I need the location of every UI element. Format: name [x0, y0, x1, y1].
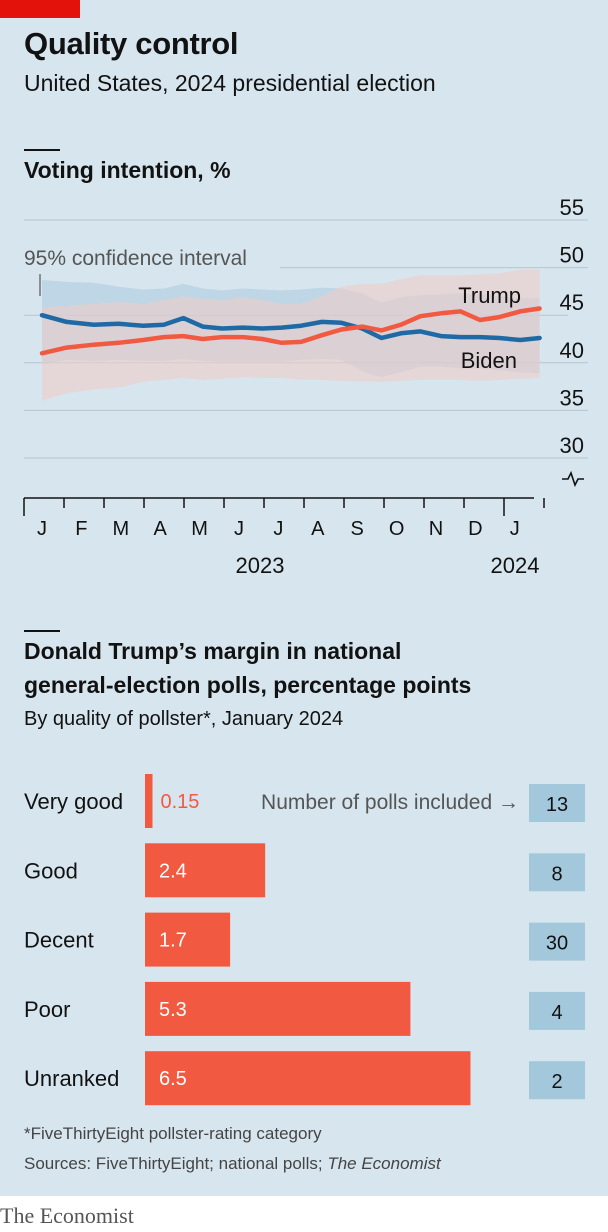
series-label-trump: Trump — [458, 283, 521, 308]
category-label: Unranked — [24, 1066, 119, 1091]
polls-count-box — [529, 1061, 585, 1100]
bar-chart-subtitle: By quality of pollster*, January 2024 — [24, 708, 344, 730]
bar — [145, 912, 231, 967]
section-rule — [24, 630, 60, 632]
sources-italic: The Economist — [327, 1154, 441, 1173]
x-tick-label: M — [112, 518, 129, 540]
polls-count-box — [529, 922, 585, 961]
bar — [145, 774, 153, 828]
polls-included-header: Number of polls included → — [261, 791, 519, 814]
y-tick-label: 45 — [560, 290, 584, 315]
bar — [145, 843, 266, 898]
x-tick-label: D — [468, 518, 482, 540]
brand-red-tab — [0, 0, 80, 18]
x-tick-label: F — [75, 518, 87, 540]
year-label: 2023 — [236, 553, 285, 578]
bar — [145, 1051, 471, 1106]
bar-chart-title-line-1: Donald Trump’s margin in national — [24, 638, 402, 664]
category-label: Very good — [24, 789, 123, 814]
y-tick-label: 30 — [560, 433, 584, 458]
polls-count-box — [529, 784, 585, 822]
x-tick-label: J — [273, 518, 283, 540]
polls-count-value: 30 — [546, 933, 568, 955]
polls-count-value: 2 — [551, 1071, 562, 1093]
y-tick-label: 55 — [560, 195, 584, 220]
x-tick-label: O — [389, 518, 405, 540]
polls-count-value: 8 — [551, 863, 562, 885]
confidence-interval-annotation: 95% confidence interval — [24, 247, 247, 270]
x-tick-label: J — [37, 518, 47, 540]
biden-line — [39, 312, 542, 343]
polls-count-value: 4 — [551, 1002, 562, 1024]
section-rule — [24, 149, 60, 151]
voting-intention-chart: 55 50 45 40 35 30 95% confidence interval Trump… — [22, 195, 588, 578]
chart-card: Quality control United States, 2024 pres… — [0, 0, 608, 1196]
trump-confidence-band — [42, 269, 540, 401]
x-tick-label: J — [234, 518, 244, 540]
axis-break-icon — [562, 470, 584, 488]
x-tick-label: M — [191, 518, 208, 540]
x-tick-label: J — [510, 518, 520, 540]
chart-title: Quality control — [24, 26, 239, 61]
pollster-margin-chart: Very good 0.15 13 Good 2.4 8 Decent 1.7 30 Poor 5.… — [24, 774, 585, 1106]
trump-line — [39, 306, 542, 356]
footnote: *FiveThirtyEight pollster-rating categor… — [24, 1124, 322, 1143]
line-chart-title: Voting intention, % — [24, 157, 231, 183]
bar — [145, 981, 411, 1036]
x-tick-label: S — [351, 518, 364, 540]
y-tick-label: 35 — [560, 385, 584, 410]
chart-subtitle: United States, 2024 presidential electio… — [24, 70, 436, 96]
year-label: 2024 — [491, 553, 540, 578]
bar-value-label: 5.3 — [159, 999, 187, 1021]
category-label: Poor — [24, 997, 70, 1022]
polls-count-box — [529, 991, 585, 1030]
bar-value-label: 1.7 — [159, 930, 187, 952]
bar-chart-title-line-2: general-election polls, percentage point… — [24, 672, 472, 698]
sources-line: Sources: FiveThirtyEight; national polls… — [24, 1154, 441, 1174]
y-tick-label: 40 — [560, 338, 584, 363]
x-tick-label: A — [154, 518, 168, 540]
polls-count-value: 13 — [546, 794, 568, 816]
y-tick-label: 50 — [560, 243, 584, 268]
bar-value-label: 6.5 — [159, 1068, 187, 1090]
x-tick-label: A — [311, 518, 325, 540]
x-tick-label: N — [429, 518, 443, 540]
category-label: Decent — [24, 928, 94, 953]
category-label: Good — [24, 858, 78, 883]
annotation-mask — [22, 246, 280, 272]
sources-text: Sources: FiveThirtyEight; national polls… — [24, 1154, 328, 1173]
bar-value-label: 0.15 — [161, 791, 200, 813]
series-label-biden: Biden — [461, 348, 517, 373]
polls-count-box — [529, 853, 585, 892]
bar-value-label: 2.4 — [159, 860, 187, 882]
publisher-logo: The Economist — [0, 1203, 134, 1228]
